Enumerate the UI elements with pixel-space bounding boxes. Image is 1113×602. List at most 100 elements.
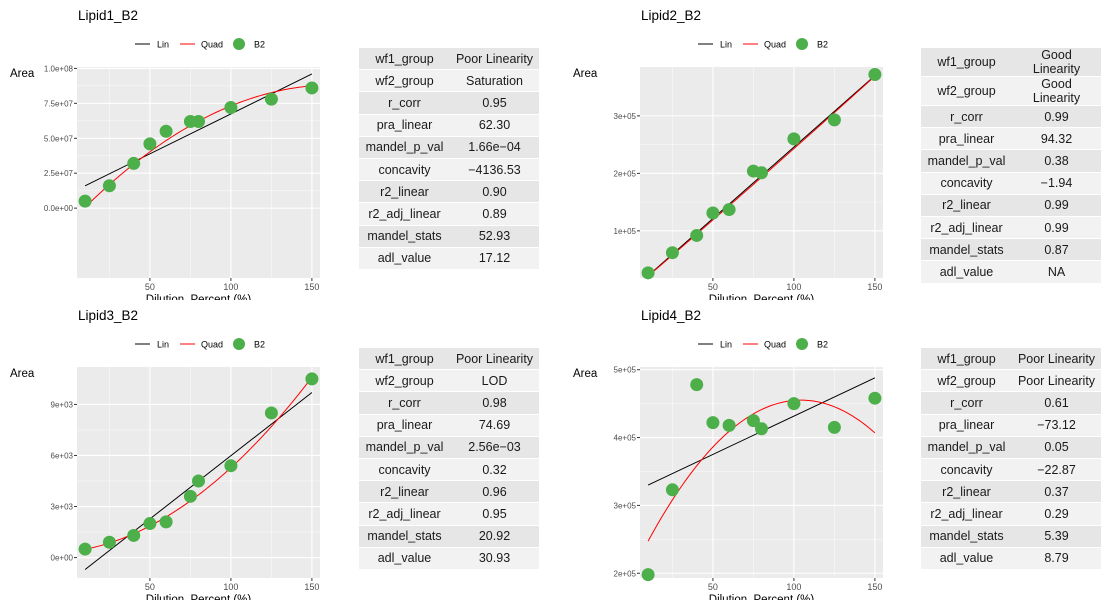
stat-value: 74.69 xyxy=(450,414,539,437)
stat-row: r2_adj_linear 0.89 xyxy=(359,202,539,226)
stat-row: pra_linear 74.69 xyxy=(359,414,539,437)
stat-key: r_corr xyxy=(359,91,450,115)
lipid3-chart: Lipid3_B2 Lin Quad B2 Area 50 100 150 0e+00 3e+03… xyxy=(0,300,330,600)
legend-points-label: B2 xyxy=(254,340,265,350)
stat-key: adl_value xyxy=(921,260,1012,284)
legend-points-label: B2 xyxy=(254,40,265,50)
data-point xyxy=(706,206,720,220)
data-point xyxy=(690,378,704,392)
stat-row: mandel_stats 20.92 xyxy=(359,525,539,548)
stat-key: mandel_stats xyxy=(359,225,450,248)
x-tick-label: 50 xyxy=(145,282,155,292)
stat-row: concavity −22.87 xyxy=(921,458,1101,482)
y-tick-label: 2.5e+07 xyxy=(44,169,74,178)
data-point xyxy=(827,420,841,434)
stat-row: r2_adj_linear 0.99 xyxy=(921,216,1101,240)
y-axis-label: Area xyxy=(573,68,598,80)
stat-key: wf2_group xyxy=(359,369,450,393)
stat-value: Good Linearity xyxy=(1012,76,1101,106)
stat-key: r2_linear xyxy=(359,180,450,204)
stat-row: wf1_group Good Linearity xyxy=(921,48,1101,77)
chart-svg: Lipid1_B2 Lin Quad B2 Area 50 100 150 0.0e+00 2.5… xyxy=(10,8,320,300)
legend-points-swatch xyxy=(796,38,808,50)
stat-row: r_corr 0.98 xyxy=(359,391,539,415)
stat-key: wf1_group xyxy=(921,48,1012,77)
stat-key: pra_linear xyxy=(359,114,450,137)
stat-value: 20.92 xyxy=(450,525,539,548)
data-point xyxy=(641,568,655,582)
y-tick-label: 2e+05 xyxy=(614,569,637,578)
stat-row: r_corr 0.95 xyxy=(359,91,539,115)
legend-points-label: B2 xyxy=(817,340,828,350)
data-point xyxy=(78,542,92,556)
stat-row: r2_linear 0.96 xyxy=(359,480,539,504)
stat-value: Good Linearity xyxy=(1012,48,1101,77)
stat-value: 0.99 xyxy=(1012,194,1101,217)
stat-row: adl_value 8.79 xyxy=(921,547,1101,570)
stat-key: concavity xyxy=(921,172,1012,195)
stat-key: r2_linear xyxy=(921,194,1012,217)
data-point xyxy=(746,414,760,428)
stat-row: r2_linear 0.99 xyxy=(921,194,1101,217)
stat-key: concavity xyxy=(921,458,1012,482)
stat-value: Poor Linearity xyxy=(450,348,539,371)
data-point xyxy=(722,203,736,217)
stat-row: r2_adj_linear 0.95 xyxy=(359,502,539,526)
y-tick-label: 6e+03 xyxy=(51,451,74,460)
x-tick-label: 50 xyxy=(708,582,718,592)
stat-value: −22.87 xyxy=(1012,458,1101,482)
legend-lin-label: Lin xyxy=(720,40,732,50)
stat-key: r_corr xyxy=(921,391,1012,415)
data-point xyxy=(641,266,655,280)
y-axis-label: Area xyxy=(10,368,35,380)
y-tick-label: 3e+05 xyxy=(614,112,637,121)
stat-value: 0.32 xyxy=(450,458,539,482)
quadratic-fit-line xyxy=(84,376,313,550)
stat-key: r2_linear xyxy=(359,480,450,504)
stat-value: 0.61 xyxy=(1012,391,1101,415)
y-tick-label: 1.0e+08 xyxy=(44,64,74,73)
stat-row: pra_linear −73.12 xyxy=(921,414,1101,437)
stat-row: wf1_group Poor Linearity xyxy=(921,348,1101,371)
lipid3-stats-table: wf1_group Poor Linearity wf2_group LOD r_cor… xyxy=(359,348,539,570)
data-point xyxy=(127,156,141,170)
stat-row: r_corr 0.61 xyxy=(921,391,1101,415)
stat-value: 0.99 xyxy=(1012,216,1101,240)
data-point xyxy=(690,228,704,242)
stat-key: mandel_stats xyxy=(921,525,1012,548)
quadratic-fit-line xyxy=(647,399,876,542)
stat-row: r2_linear 0.90 xyxy=(359,180,539,204)
chart-svg: Lipid2_B2 Lin Quad B2 Area 50 100 150 1e+05 2e+05… xyxy=(573,8,883,300)
stat-value: 17.12 xyxy=(450,247,539,270)
stat-value: LOD xyxy=(450,369,539,393)
stat-key: r2_adj_linear xyxy=(921,502,1012,526)
data-point xyxy=(665,483,679,497)
data-point xyxy=(264,92,278,106)
stat-value: −73.12 xyxy=(1012,414,1101,437)
stat-row: r2_adj_linear 0.29 xyxy=(921,502,1101,526)
stat-row: mandel_p_val 2.56e−03 xyxy=(359,436,539,459)
y-axis-label: Area xyxy=(10,68,35,80)
y-axis-label: Area xyxy=(573,368,598,380)
x-tick-label: 100 xyxy=(223,282,238,292)
stat-value: 30.93 xyxy=(450,547,539,570)
plot-panel xyxy=(77,367,320,578)
legend-points-swatch xyxy=(233,38,245,50)
x-tick-label: 100 xyxy=(223,582,238,592)
x-tick-label: 150 xyxy=(304,582,319,592)
stat-row: wf2_group LOD xyxy=(359,369,539,393)
x-tick-label: 150 xyxy=(867,582,882,592)
y-tick-label: 0.0e+00 xyxy=(44,204,74,213)
stat-value: −4136.53 xyxy=(450,158,539,182)
stat-value: Poor Linearity xyxy=(1012,369,1101,393)
chart-svg: Lipid3_B2 Lin Quad B2 Area 50 100 150 0e+00 3e+03… xyxy=(10,308,320,600)
stat-value: 0.96 xyxy=(450,480,539,504)
stat-row: pra_linear 62.30 xyxy=(359,114,539,137)
chart-title: Lipid2_B2 xyxy=(641,8,701,23)
stat-row: mandel_stats 5.39 xyxy=(921,525,1101,548)
lipid1-stats-table: wf1_group Poor Linearity wf2_group Saturati… xyxy=(359,48,539,270)
stat-value: 1.66e−04 xyxy=(450,136,539,159)
data-point xyxy=(305,81,319,95)
stat-value: 0.87 xyxy=(1012,238,1101,262)
y-tick-label: 3e+03 xyxy=(51,503,74,512)
